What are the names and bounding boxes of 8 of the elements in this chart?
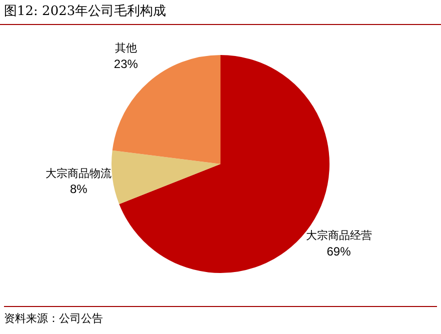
chart-title: 图12: 2023年公司毛利构成 <box>0 0 441 25</box>
slice-label: 大宗商品经营 <box>306 229 372 242</box>
slice-label: 大宗商品物流 <box>46 166 112 180</box>
data-label: 23% <box>114 57 138 72</box>
data-label: 8% <box>70 182 88 196</box>
data-label: 69% <box>326 244 352 259</box>
slice-label: 其他 <box>114 42 137 55</box>
text: 资料来源：公司公告 <box>4 306 437 326</box>
